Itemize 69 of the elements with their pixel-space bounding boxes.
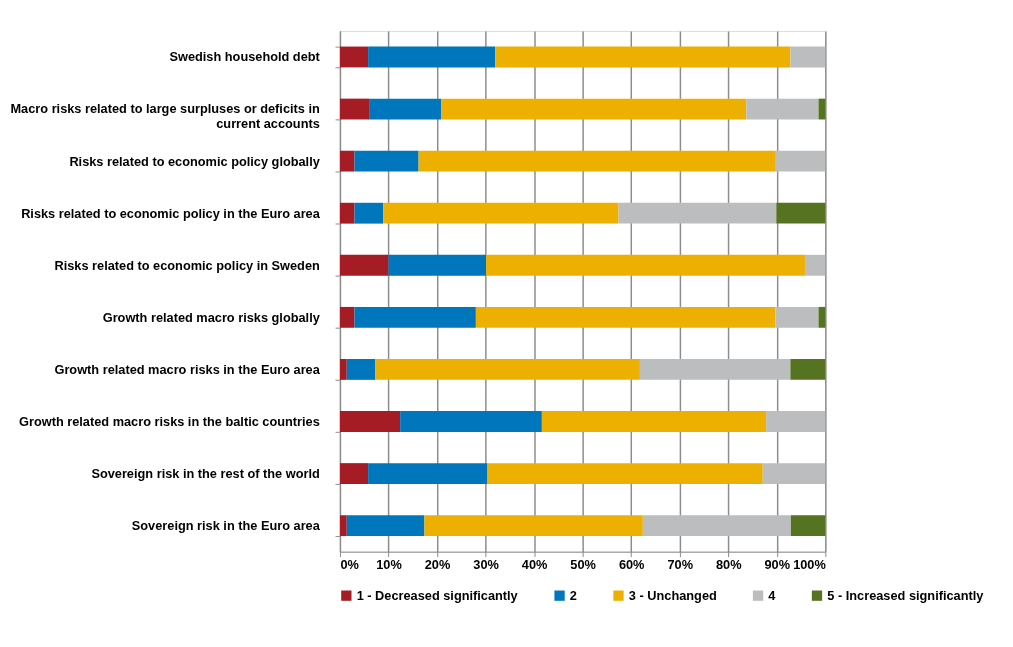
legend-label: 1 - Decreased significantly	[356, 587, 519, 603]
x-tick-label: 100%	[793, 556, 827, 572]
bar	[775, 150, 826, 172]
bar	[388, 254, 487, 276]
bar	[804, 254, 826, 276]
y-tick-label: Risks related to economic policy globally	[69, 153, 321, 169]
bar	[486, 254, 805, 276]
bar	[339, 411, 401, 432]
y-tick-label: Swedish household debt	[169, 49, 321, 65]
bar	[339, 463, 369, 484]
bar	[541, 411, 767, 432]
bar	[424, 515, 643, 537]
bar	[790, 46, 826, 68]
bar	[762, 463, 826, 484]
y-tick-label: Macro risks related to large surpluses or deficits in current accounts	[10, 101, 320, 132]
x-tick-label: 40%	[521, 556, 549, 572]
x-tick-label: 50%	[570, 556, 597, 572]
bar	[339, 359, 347, 380]
bar	[339, 254, 389, 276]
bar	[495, 46, 791, 68]
y-tick-label: Growth related macro risks in the Euro area	[54, 361, 321, 377]
bar	[475, 306, 776, 328]
bar	[383, 202, 619, 224]
bar	[618, 202, 777, 224]
bar	[790, 359, 826, 380]
bar	[339, 202, 355, 224]
bar	[339, 46, 369, 68]
bar	[642, 515, 791, 537]
bar	[346, 515, 425, 537]
legend-label: 5 - Increased significantly	[827, 587, 985, 603]
bar	[418, 150, 776, 172]
x-tick-label: 90%	[764, 556, 791, 572]
legend-label: 3 - Unchanged	[628, 587, 717, 603]
bar	[441, 98, 747, 120]
bar	[790, 515, 826, 537]
legend-label: 2	[569, 587, 577, 603]
x-tick-label: 10%	[376, 556, 403, 572]
y-tick-label: Risks related to economic policy in the Euro area	[21, 205, 321, 221]
bar	[339, 98, 370, 120]
y-tick-label: Risks related to economic policy in Sweden	[54, 257, 320, 273]
bar	[346, 359, 376, 380]
x-tick-label: 70%	[667, 556, 694, 572]
bar	[775, 306, 819, 328]
bar	[368, 46, 496, 68]
legend-label: 4	[768, 587, 777, 603]
bar	[776, 202, 826, 224]
bar	[400, 411, 542, 432]
bar	[339, 306, 355, 328]
bar	[368, 463, 488, 484]
bar	[354, 150, 419, 172]
bar	[354, 306, 476, 328]
x-tick-label: 20%	[424, 556, 451, 572]
bar	[375, 359, 640, 380]
y-tick-label: Sovereign risk in the rest of the world	[91, 466, 320, 481]
y-tick-label: Growth related macro risks globally	[102, 309, 321, 325]
y-tick-label: Growth related macro risks in the baltic countries	[19, 413, 320, 429]
bar	[746, 98, 819, 120]
x-tick-label: 80%	[715, 556, 743, 572]
bar	[369, 98, 442, 120]
bar	[487, 463, 763, 484]
x-tick-label: 0%	[340, 556, 360, 572]
bar	[766, 411, 826, 432]
y-tick-label: Sovereign risk in the Euro area	[131, 518, 321, 534]
x-tick-label: 60%	[618, 556, 646, 572]
bar	[339, 515, 347, 537]
bar	[639, 359, 791, 380]
bar	[339, 150, 355, 172]
bar	[354, 202, 384, 224]
x-tick-label: 30%	[473, 556, 500, 572]
